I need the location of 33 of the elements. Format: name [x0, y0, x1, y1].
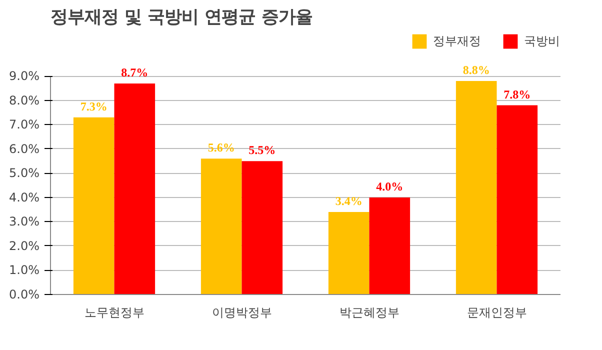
- y-tick-label: 8.0%: [9, 93, 40, 108]
- bar: [369, 197, 410, 294]
- data-label: 4.0%: [376, 179, 404, 194]
- data-label: 7.8%: [504, 87, 531, 102]
- data-label: 5.6%: [208, 140, 235, 155]
- bar: [456, 81, 497, 294]
- y-tick-label: 6.0%: [9, 142, 40, 156]
- x-tick-label: 이명박정부: [212, 306, 272, 320]
- data-label: 3.4%: [335, 194, 362, 208]
- bar: [328, 212, 370, 294]
- data-label: 7.3%: [80, 99, 108, 114]
- data-label: 8.8%: [462, 63, 490, 78]
- chart-title: 정부재정 및 국방비 연평균 증가율: [50, 8, 313, 28]
- y-tick-label: 3.0%: [9, 214, 40, 229]
- y-tick-label: 9.0%: [9, 69, 40, 84]
- bar: [242, 161, 283, 294]
- y-tick-label: 2.0%: [9, 238, 40, 253]
- bar: [73, 117, 114, 294]
- data-label: 5.5%: [248, 143, 276, 158]
- bar: [200, 158, 242, 294]
- bar: [496, 105, 538, 294]
- x-tick-label: 박근혜정부: [339, 306, 400, 320]
- legend-label: 정부재정: [433, 32, 481, 50]
- y-tick-label: 5.0%: [9, 166, 40, 180]
- bar: [114, 83, 156, 294]
- x-tick-label: 문재인정부: [466, 306, 527, 320]
- y-tick-label: 1.0%: [9, 263, 40, 278]
- y-tick-label: 7.0%: [9, 118, 40, 132]
- legend-label: 국방비: [524, 32, 560, 50]
- x-tick-label: 노무현정부: [84, 306, 144, 320]
- data-label: 8.7%: [121, 65, 148, 80]
- y-tick-label: 0.0%: [9, 288, 40, 302]
- y-tick-label: 4.0%: [9, 190, 40, 204]
